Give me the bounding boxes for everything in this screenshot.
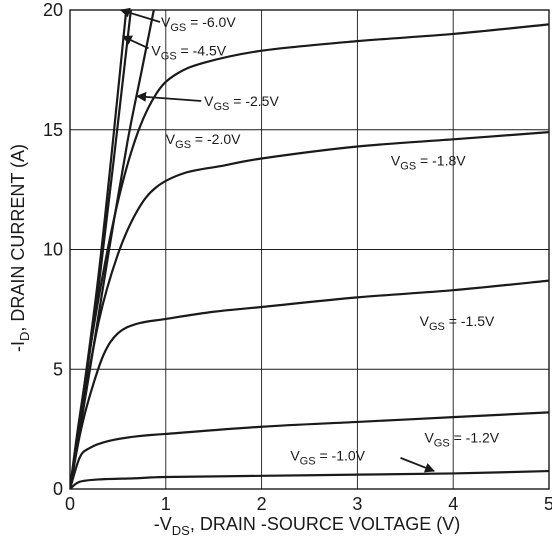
- series-label: VGS = -1.0V: [290, 447, 365, 467]
- series-line-vgs20: [70, 23, 549, 489]
- series-label: VGS = -2.5V: [204, 93, 279, 113]
- x-tick-label: 5: [544, 494, 552, 514]
- annotation-arrow: [136, 91, 202, 102]
- annotation-arrow: [400, 457, 435, 473]
- tick-labels: 0 1 2 3 4 5 0 5 10 15 20: [43, 0, 552, 514]
- y-tick-label: 15: [43, 120, 63, 140]
- curves: [70, 10, 549, 489]
- series-label: VGS = -2.0V: [166, 131, 241, 151]
- annotations: VGS = -6.0V VGS = -4.5V VGS = -2.5V VGS = -…: [119, 7, 500, 473]
- x-axis-label: -VDS, DRAIN -SOURCE VOLTAGE (V): [154, 514, 460, 538]
- x-tick-label: 2: [257, 494, 267, 514]
- series-line-vgs15: [70, 279, 549, 489]
- series-label: VGS = -1.5V: [420, 313, 495, 333]
- annotation-arrow: [121, 35, 149, 50]
- series-label: VGS = -4.5V: [151, 43, 226, 63]
- y-tick-label: 0: [53, 479, 63, 499]
- series-label: VGS = -1.8V: [391, 153, 466, 173]
- y-axis-label: -ID, DRAIN CURRENT (A): [8, 144, 32, 352]
- series-line-vgs25: [70, 10, 155, 489]
- y-tick-label: 20: [43, 0, 63, 20]
- series-label: VGS = -1.2V: [424, 429, 499, 449]
- annotation-arrow: [119, 7, 161, 23]
- y-tick-label: 10: [43, 240, 63, 260]
- x-tick-label: 1: [161, 494, 171, 514]
- series-line-vgs12: [70, 411, 549, 489]
- x-tick-label: 3: [352, 494, 362, 514]
- grid: [69, 9, 550, 490]
- series-line-vgs10: [70, 469, 549, 489]
- series-line-vgs60: [70, 10, 128, 489]
- x-tick-label: 0: [65, 494, 75, 514]
- series-label: VGS = -6.0V: [161, 14, 236, 34]
- x-tick-label: 4: [448, 494, 458, 514]
- plot-frame: [69, 9, 550, 490]
- y-tick-label: 5: [53, 359, 63, 379]
- series-line-vgs18: [70, 131, 549, 489]
